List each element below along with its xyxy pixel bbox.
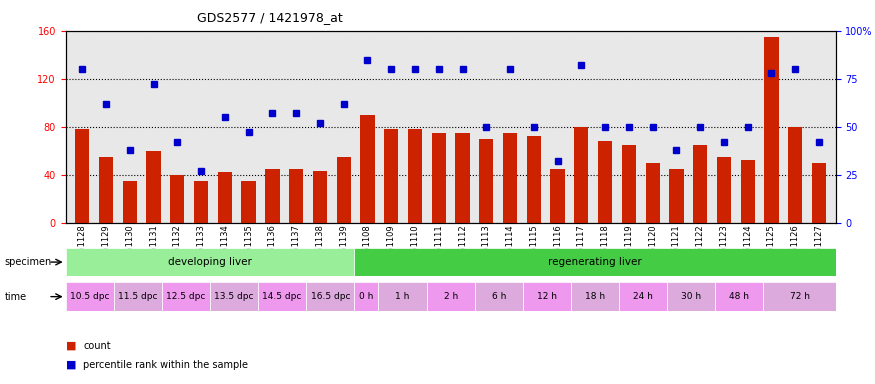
Bar xyxy=(717,157,731,223)
Bar xyxy=(312,171,327,223)
Text: 18 h: 18 h xyxy=(585,292,605,301)
Text: 1 h: 1 h xyxy=(396,292,410,301)
Text: 30 h: 30 h xyxy=(682,292,702,301)
Bar xyxy=(550,169,564,223)
Bar xyxy=(812,163,826,223)
Bar xyxy=(527,136,541,223)
Text: ■: ■ xyxy=(66,360,76,370)
FancyBboxPatch shape xyxy=(66,248,354,276)
FancyBboxPatch shape xyxy=(763,282,836,311)
FancyBboxPatch shape xyxy=(427,282,475,311)
FancyBboxPatch shape xyxy=(66,282,114,311)
Bar xyxy=(384,129,398,223)
Bar xyxy=(622,145,636,223)
Bar xyxy=(788,127,802,223)
Bar xyxy=(574,127,589,223)
Bar xyxy=(480,139,494,223)
Text: 12.5 dpc: 12.5 dpc xyxy=(166,292,206,301)
FancyBboxPatch shape xyxy=(354,282,379,311)
Text: 48 h: 48 h xyxy=(730,292,749,301)
FancyBboxPatch shape xyxy=(379,282,427,311)
Text: 6 h: 6 h xyxy=(492,292,506,301)
FancyBboxPatch shape xyxy=(620,282,668,311)
FancyBboxPatch shape xyxy=(523,282,571,311)
Text: time: time xyxy=(4,291,26,302)
Bar xyxy=(669,169,683,223)
Text: 14.5 dpc: 14.5 dpc xyxy=(262,292,302,301)
Text: 13.5 dpc: 13.5 dpc xyxy=(214,292,254,301)
Bar xyxy=(646,163,660,223)
FancyBboxPatch shape xyxy=(668,282,716,311)
FancyBboxPatch shape xyxy=(114,282,162,311)
Text: 12 h: 12 h xyxy=(537,292,556,301)
Text: 16.5 dpc: 16.5 dpc xyxy=(311,292,350,301)
Bar xyxy=(194,181,208,223)
Text: developing liver: developing liver xyxy=(168,257,252,267)
Bar xyxy=(75,129,89,223)
Text: 10.5 dpc: 10.5 dpc xyxy=(70,292,109,301)
FancyBboxPatch shape xyxy=(306,282,354,311)
Bar xyxy=(455,133,470,223)
Bar xyxy=(99,157,113,223)
Bar xyxy=(171,175,185,223)
Bar xyxy=(218,172,232,223)
Bar xyxy=(289,169,304,223)
Bar xyxy=(431,133,446,223)
Bar xyxy=(360,115,374,223)
FancyBboxPatch shape xyxy=(354,248,836,276)
Text: percentile rank within the sample: percentile rank within the sample xyxy=(83,360,248,370)
Text: ■: ■ xyxy=(66,341,76,351)
Text: regenerating liver: regenerating liver xyxy=(548,257,642,267)
Bar xyxy=(242,181,256,223)
Bar xyxy=(765,37,779,223)
Text: 72 h: 72 h xyxy=(789,292,809,301)
FancyBboxPatch shape xyxy=(475,282,523,311)
Bar xyxy=(265,169,279,223)
Bar xyxy=(123,181,136,223)
Bar xyxy=(146,151,161,223)
Text: 11.5 dpc: 11.5 dpc xyxy=(118,292,158,301)
FancyBboxPatch shape xyxy=(258,282,306,311)
FancyBboxPatch shape xyxy=(162,282,210,311)
Text: 2 h: 2 h xyxy=(444,292,458,301)
Bar xyxy=(408,129,422,223)
Bar xyxy=(503,133,517,223)
Bar xyxy=(693,145,707,223)
FancyBboxPatch shape xyxy=(210,282,258,311)
Text: 24 h: 24 h xyxy=(634,292,653,301)
FancyBboxPatch shape xyxy=(716,282,763,311)
Text: specimen: specimen xyxy=(4,257,52,267)
Bar xyxy=(740,161,755,223)
Bar xyxy=(598,141,612,223)
Bar xyxy=(337,157,351,223)
Text: GDS2577 / 1421978_at: GDS2577 / 1421978_at xyxy=(197,12,343,25)
Text: 0 h: 0 h xyxy=(360,292,374,301)
Text: count: count xyxy=(83,341,111,351)
FancyBboxPatch shape xyxy=(571,282,620,311)
